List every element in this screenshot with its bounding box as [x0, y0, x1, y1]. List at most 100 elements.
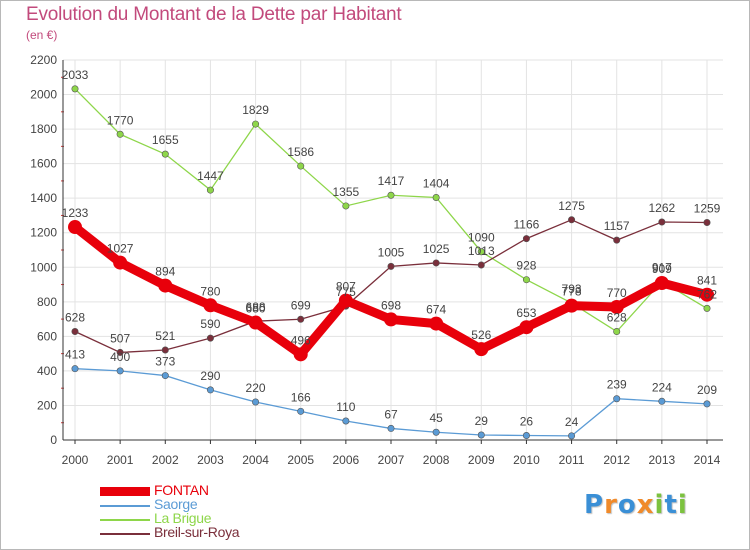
data-label: 928	[516, 259, 536, 273]
data-label: 521	[155, 329, 175, 343]
data-label: 1166	[514, 218, 540, 232]
data-point	[568, 216, 576, 224]
y-tick-label: 1400	[30, 191, 57, 205]
x-tick-label: 2013	[649, 453, 676, 467]
data-point	[161, 346, 169, 354]
data-label: 680	[246, 302, 266, 316]
legend-swatch	[100, 505, 150, 507]
data-label: 507	[110, 331, 130, 345]
data-point	[432, 259, 440, 267]
data-label: 2033	[62, 68, 89, 82]
data-point	[522, 276, 530, 284]
data-label: 674	[426, 303, 446, 317]
data-label: 1447	[197, 169, 224, 183]
data-label: 698	[381, 298, 401, 312]
data-label: 688	[246, 300, 266, 314]
data-point	[71, 85, 79, 93]
series-lines	[68, 85, 714, 440]
data-label: 209	[697, 383, 717, 397]
data-label: 1586	[287, 145, 314, 159]
y-tick-label: 800	[37, 295, 57, 309]
logo-letter: o	[617, 490, 637, 520]
x-tick-label: 2012	[603, 453, 630, 467]
data-label: 699	[291, 298, 311, 312]
series-saorge	[71, 365, 711, 440]
data-point	[116, 367, 124, 375]
data-label: 1355	[333, 185, 360, 199]
data-label: 1090	[468, 231, 495, 245]
data-point	[71, 365, 79, 373]
data-label: 220	[246, 381, 266, 395]
y-tick-label: 600	[37, 329, 57, 343]
data-label: 1005	[378, 245, 405, 259]
data-point	[568, 432, 576, 440]
y-tick-label: 1200	[30, 226, 57, 240]
data-label: 526	[471, 328, 491, 342]
data-point	[658, 218, 666, 226]
y-tick-label: 400	[37, 364, 57, 378]
data-label: 1417	[378, 174, 405, 188]
data-point	[293, 347, 308, 362]
data-point	[387, 424, 395, 432]
data-point	[203, 298, 218, 313]
data-label: 400	[110, 350, 130, 364]
data-point	[477, 261, 485, 269]
y-tick-label: 200	[37, 398, 57, 412]
data-label: 590	[200, 317, 220, 331]
data-label: 1157	[604, 219, 630, 233]
data-point	[613, 328, 621, 336]
legend-swatch	[100, 487, 150, 496]
logo-letter: i	[677, 490, 688, 520]
data-label: 807	[336, 280, 356, 294]
data-point	[477, 248, 485, 256]
data-label: 1770	[107, 113, 134, 127]
y-tick-label: 0	[50, 433, 57, 447]
data-point	[68, 220, 82, 235]
data-label: 1655	[152, 133, 179, 147]
data-label: 29	[475, 414, 489, 428]
data-label: 770	[607, 286, 627, 300]
x-tick-label: 2006	[333, 453, 360, 467]
data-label: 780	[200, 284, 220, 298]
legend-label: FONTAN	[154, 482, 209, 498]
data-label: 628	[65, 311, 85, 325]
data-label: 653	[516, 306, 536, 320]
data-point	[71, 328, 79, 336]
data-point	[477, 431, 485, 439]
data-point	[248, 315, 263, 330]
logo-letter: t	[664, 490, 678, 520]
proxiti-logo: Proxiti	[584, 490, 688, 520]
x-tick-label: 2002	[152, 453, 179, 467]
data-point	[613, 395, 621, 403]
data-point	[342, 417, 350, 425]
chart-title: Evolution du Montant de la Dette par Hab…	[26, 4, 402, 25]
data-point	[252, 398, 260, 406]
x-tick-label: 2011	[559, 453, 585, 467]
data-point	[432, 428, 440, 436]
data-point	[206, 386, 214, 394]
axes: 0 200 400 600 800 1000 1200 1400 1600 1800 2000 220…	[30, 53, 723, 467]
data-point	[564, 298, 579, 313]
data-label: 917	[652, 261, 672, 275]
data-point	[703, 304, 711, 312]
data-point	[519, 320, 534, 335]
data-point	[338, 293, 353, 308]
x-tick-label: 2010	[513, 453, 540, 467]
x-tick-label: 2014	[694, 453, 721, 467]
x-tick-label: 2004	[242, 453, 269, 467]
data-point	[384, 312, 398, 327]
data-label: 45	[429, 411, 443, 425]
data-label: 778	[562, 285, 582, 299]
data-point	[474, 342, 489, 357]
data-point	[252, 120, 260, 128]
data-label: 1259	[694, 202, 721, 216]
data-label: 224	[652, 380, 672, 394]
legend-label: Breil-sur-Roya	[154, 524, 240, 540]
data-label: 1025	[423, 242, 450, 256]
data-label: 496	[291, 333, 311, 347]
data-point	[387, 262, 395, 270]
data-point	[116, 348, 124, 356]
data-label: 239	[607, 378, 627, 392]
